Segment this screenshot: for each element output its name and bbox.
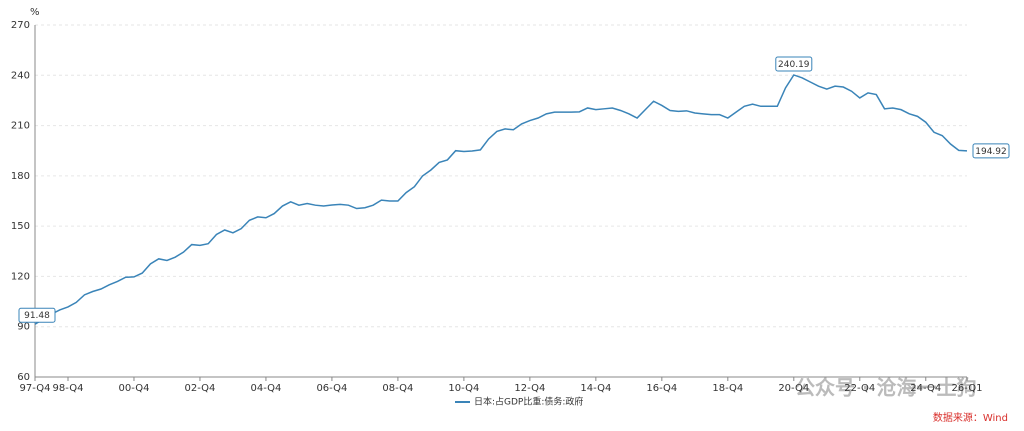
x-tick-label: 24-Q4 — [910, 383, 941, 394]
legend-label: 日本:占GDP比重:债务:政府 — [474, 396, 583, 408]
callout-box — [972, 143, 1010, 159]
x-tick-label: 02-Q4 — [184, 383, 215, 394]
callout — [972, 143, 1010, 159]
callout-box — [775, 56, 813, 72]
callout-box — [18, 307, 56, 323]
y-tick-label: 240 — [11, 70, 30, 81]
data-label: 91.48 — [24, 311, 50, 321]
watermark: 公众号 · 沧海一土狗 — [795, 376, 977, 400]
callout — [775, 56, 813, 72]
y-tick-label: 150 — [11, 221, 30, 232]
y-unit: % — [30, 7, 40, 18]
x-tick-label: 08-Q4 — [382, 383, 413, 394]
x-tick-label: 06-Q4 — [316, 383, 347, 394]
y-tick-label: 60 — [17, 372, 30, 383]
callout — [18, 307, 56, 323]
x-tick-label: 22-Q4 — [844, 383, 875, 394]
y-tick-label: 120 — [11, 271, 30, 282]
y-tick-label: 180 — [11, 171, 30, 182]
x-tick-label: 12-Q4 — [514, 383, 545, 394]
x-tick-label: 14-Q4 — [580, 383, 611, 394]
y-tick-label: 210 — [11, 121, 30, 132]
data-label: 194.92 — [975, 147, 1007, 157]
y-tick-label: 270 — [11, 20, 30, 31]
line — [34, 74, 968, 325]
x-tick-label: 26-Q1 — [952, 383, 983, 394]
x-tick-label: 16-Q4 — [646, 383, 677, 394]
x-tick-label: 20-Q4 — [778, 383, 809, 394]
data-label: 240.19 — [778, 60, 810, 70]
x-tick-label: 10-Q4 — [448, 383, 479, 394]
x-tick-label: 18-Q4 — [712, 383, 743, 394]
x-tick-label: 97-Q4 — [20, 383, 51, 394]
y-tick-label: 90 — [17, 322, 30, 333]
x-tick-label: 04-Q4 — [250, 383, 281, 394]
source: 数据来源：Wind — [933, 411, 1008, 424]
x-tick-label: 98-Q4 — [53, 383, 84, 394]
x-tick-label: 00-Q4 — [119, 383, 150, 394]
